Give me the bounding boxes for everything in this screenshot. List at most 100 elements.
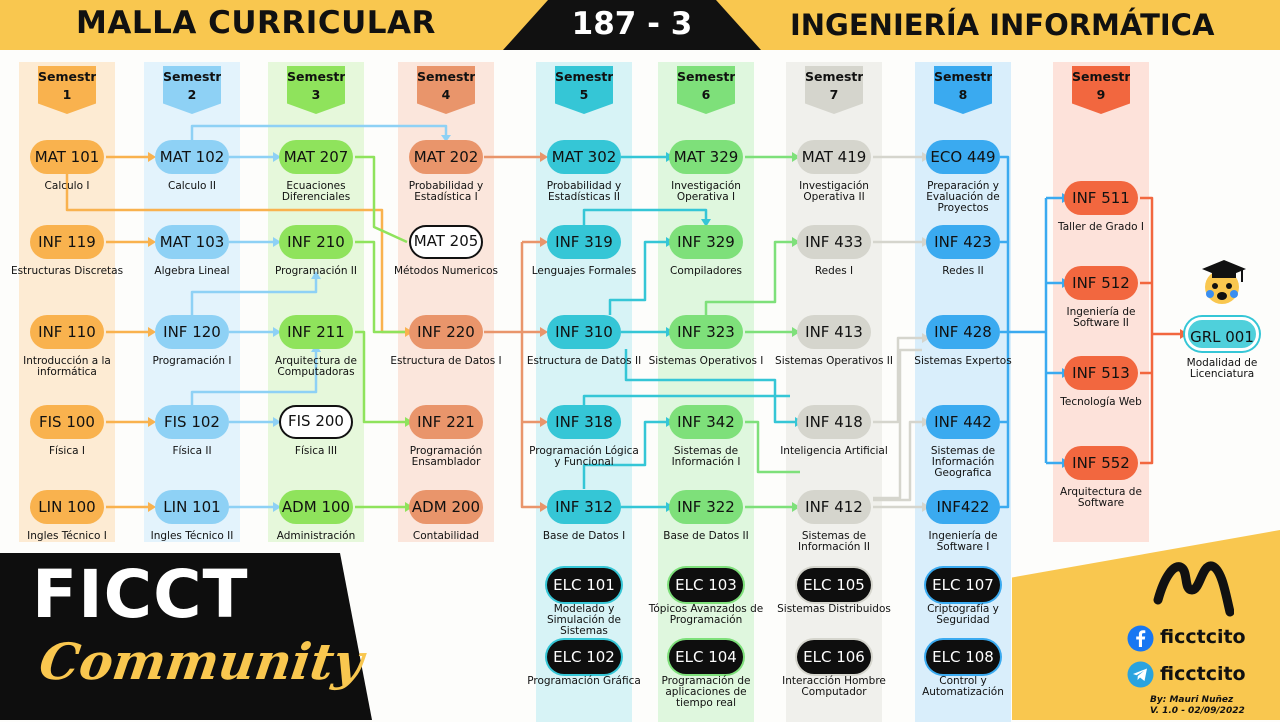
course-name: Base de Datos II <box>663 530 749 542</box>
course-name: Métodos Numericos <box>393 265 499 277</box>
course-node[interactable]: LIN 100 <box>30 490 104 524</box>
course-node[interactable]: INF 511 <box>1064 181 1138 215</box>
elective-node[interactable]: ELC 104 <box>669 640 743 674</box>
course-node[interactable]: LIN 101 <box>155 490 229 524</box>
course-name: Estructura de Datos II <box>526 355 642 367</box>
telegram-handle[interactable]: ficctcito <box>1160 663 1246 685</box>
elective-node[interactable]: ELC 105 <box>797 568 871 602</box>
course-node[interactable]: INF 310 <box>547 315 621 349</box>
course-node[interactable]: INF 442 <box>926 405 1000 439</box>
header-code-banner <box>503 0 761 50</box>
elective-node[interactable]: ELC 103 <box>669 568 743 602</box>
elective-name: Control y Automatización <box>922 675 1004 698</box>
course-node[interactable]: INF 552 <box>1064 446 1138 480</box>
course-node[interactable]: FIS 200 <box>279 405 353 439</box>
course-node[interactable]: INF 418 <box>797 405 871 439</box>
telegram-icon[interactable] <box>1127 661 1154 688</box>
course-name: Ingles Técnico I <box>27 530 107 542</box>
course-node[interactable]: MAT 329 <box>669 140 743 174</box>
course-name: Calculo II <box>168 180 216 192</box>
semester-header-number: 1 <box>62 87 72 102</box>
brand-name: FICCT <box>32 556 249 633</box>
course-node[interactable]: MAT 103 <box>155 225 229 259</box>
elective-node[interactable]: ELC 102 <box>547 640 621 674</box>
semester-header-label: Semestre <box>38 69 106 84</box>
m-logo-icon <box>1153 561 1234 617</box>
course-node[interactable]: FIS 102 <box>155 405 229 439</box>
course-name: Compiladores <box>669 265 743 277</box>
course-name: Modalidad de Licenciatura <box>1186 357 1258 380</box>
course-node[interactable]: INF 428 <box>926 315 1000 349</box>
course-name: Ingles Técnico II <box>150 530 234 542</box>
course-node[interactable]: INF 322 <box>669 490 743 524</box>
course-node[interactable]: ADM 100 <box>279 490 353 524</box>
course-node[interactable]: INF 211 <box>279 315 353 349</box>
course-node[interactable]: INF 110 <box>30 315 104 349</box>
elective-node[interactable]: ELC 101 <box>547 568 621 602</box>
course-node[interactable]: INF 119 <box>30 225 104 259</box>
course-name: Sistemas de Información I <box>671 445 741 468</box>
course-node[interactable]: MAT 302 <box>547 140 621 174</box>
course-node[interactable]: MAT 205 <box>409 225 483 259</box>
course-name: Taller de Grado I <box>1058 221 1144 233</box>
course-node[interactable]: INF 433 <box>797 225 871 259</box>
course-node[interactable]: INF422 <box>926 490 1000 524</box>
course-node[interactable]: MAT 419 <box>797 140 871 174</box>
course-name: Investigación Operativa I <box>671 180 741 203</box>
credit-author: By: Mauri Nuñez <box>1150 695 1234 705</box>
plan-code: 187 - 3 <box>571 6 693 42</box>
course-node[interactable]: INF 312 <box>547 490 621 524</box>
brand-panel <box>0 553 372 720</box>
semester-header-5: Semestre 5 <box>555 66 613 114</box>
course-node[interactable]: MAT 101 <box>30 140 104 174</box>
course-node[interactable]: ECO 449 <box>926 140 1000 174</box>
elective-node[interactable]: ELC 106 <box>797 640 871 674</box>
course-node[interactable]: INF 512 <box>1064 266 1138 300</box>
semester-header-label: Semestre <box>805 69 873 84</box>
course-name: Redes I <box>814 265 854 277</box>
course-node[interactable]: INF 342 <box>669 405 743 439</box>
course-name: Probabilidad y Estadísticas II <box>546 180 622 203</box>
course-node[interactable]: ADM 200 <box>409 490 483 524</box>
course-name: Programación I <box>152 355 232 367</box>
course-node[interactable]: FIS 100 <box>30 405 104 439</box>
course-node[interactable]: INF 413 <box>797 315 871 349</box>
course-node[interactable]: MAT 202 <box>409 140 483 174</box>
course-node[interactable]: MAT 207 <box>279 140 353 174</box>
course-node[interactable]: INF 221 <box>409 405 483 439</box>
elective-node[interactable]: ELC 107 <box>926 568 1000 602</box>
course-name: Sistemas de Información Geografica <box>930 445 996 479</box>
course-node[interactable]: GRL 001 <box>1185 317 1259 351</box>
semester-header-label: Semestre <box>677 69 745 84</box>
course-node[interactable]: MAT 102 <box>155 140 229 174</box>
course-node[interactable]: INF 319 <box>547 225 621 259</box>
semester-header-9: Semestre 9 <box>1072 66 1130 114</box>
course-name: Sistemas Operativos II <box>775 355 893 367</box>
course-name: Física III <box>294 445 338 457</box>
course-node[interactable]: INF 323 <box>669 315 743 349</box>
course-name: Programación II <box>274 265 358 277</box>
course-name: Redes II <box>942 265 984 277</box>
course-node[interactable]: INF 412 <box>797 490 871 524</box>
semester-header-number: 5 <box>579 87 589 102</box>
course-name: Preparación y Evaluación de Proyectos <box>926 180 1000 214</box>
course-node[interactable]: INF 220 <box>409 315 483 349</box>
facebook-handle[interactable]: ficctcito <box>1160 626 1246 648</box>
course-node[interactable]: INF 210 <box>279 225 353 259</box>
course-node[interactable]: INF 423 <box>926 225 1000 259</box>
semester-header-number: 6 <box>701 87 711 102</box>
semester-header-label: Semestre <box>287 69 355 84</box>
semester-header-label: Semestre <box>555 69 623 84</box>
elective-node[interactable]: ELC 108 <box>926 640 1000 674</box>
semester-header-2: Semestre 2 <box>163 66 221 114</box>
course-node[interactable]: INF 120 <box>155 315 229 349</box>
course-node[interactable]: INF 318 <box>547 405 621 439</box>
course-node[interactable]: INF 329 <box>669 225 743 259</box>
facebook-icon[interactable] <box>1127 625 1154 652</box>
course-name: Inteligencia Artificial <box>780 445 888 457</box>
course-name: Ingeniería de Software II <box>1066 306 1136 329</box>
course-name: Base de Datos I <box>542 530 626 542</box>
course-node[interactable]: INF 513 <box>1064 356 1138 390</box>
course-name: Arquitectura de Computadoras <box>275 355 357 378</box>
